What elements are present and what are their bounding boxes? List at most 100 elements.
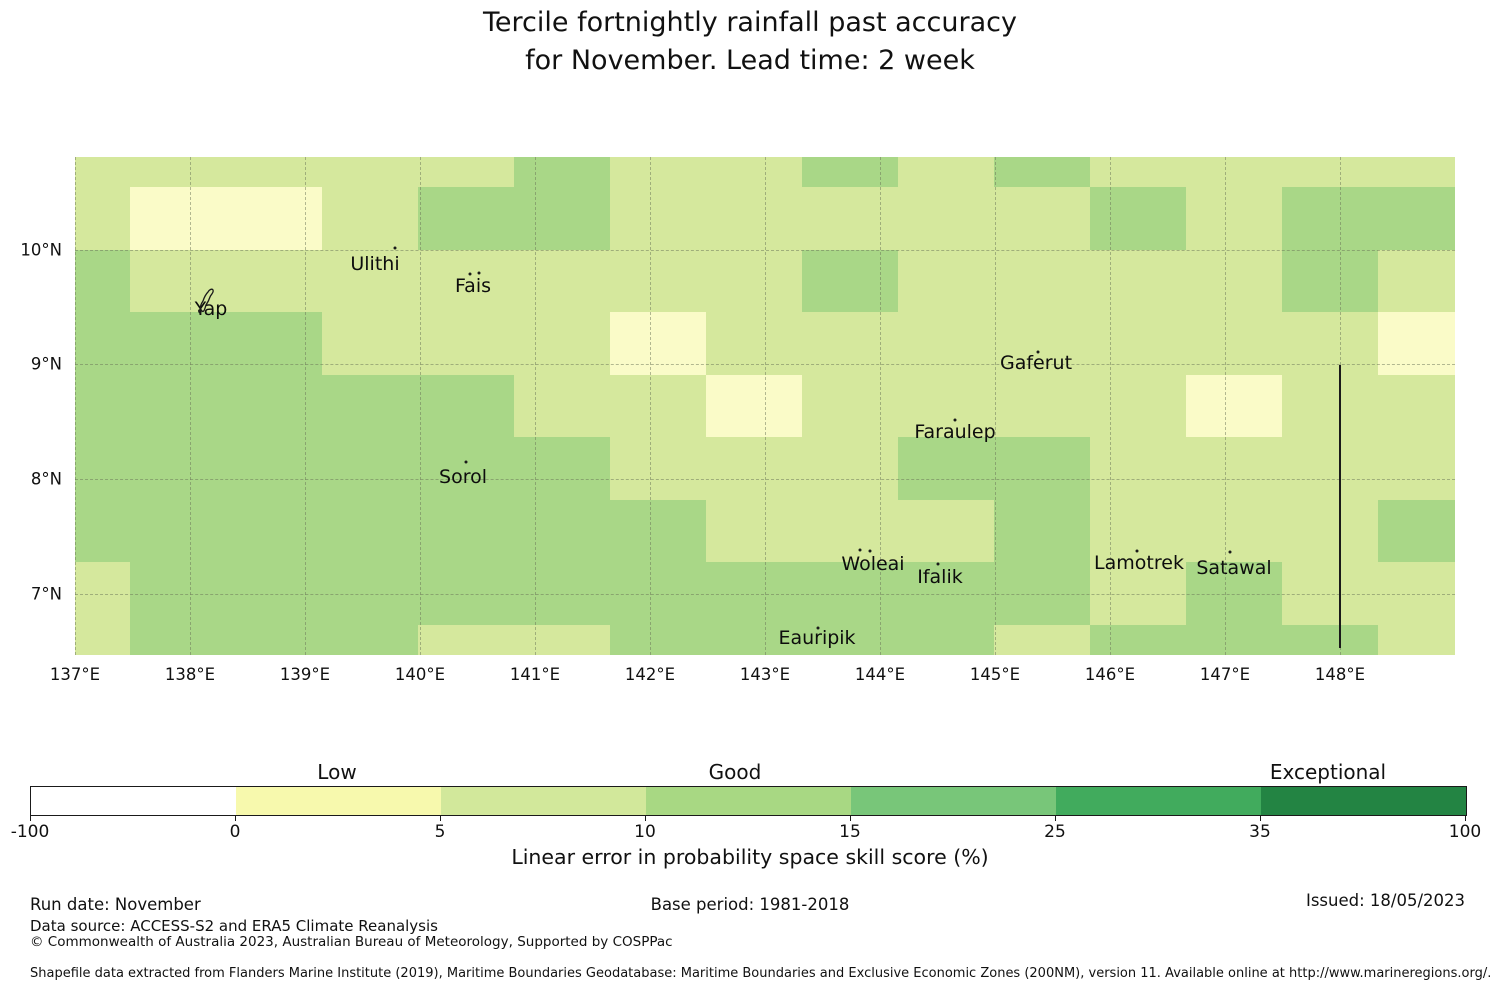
colorbar-tick-mark [1260, 815, 1261, 821]
map-cell [1377, 436, 1455, 500]
gridline-meridian [1110, 157, 1111, 655]
map-cell [75, 436, 130, 500]
gridline-meridian [190, 157, 191, 655]
map-cell [75, 624, 130, 655]
colorbar-tick-mark [645, 815, 646, 821]
map-cell [706, 249, 803, 313]
map-cell [802, 157, 899, 187]
map-cell [513, 624, 610, 655]
y-tick-label: 7°N [30, 584, 62, 603]
map-cell [513, 187, 610, 250]
map-cell [802, 624, 899, 655]
map-cell [609, 436, 706, 500]
island-label-ifalik: Ifalik [917, 566, 963, 588]
eez-boundary-line-segment [1339, 364, 1341, 648]
map-cell [609, 249, 706, 313]
island-marker-dot [936, 562, 940, 566]
map-cell [993, 157, 1090, 187]
map-cell [75, 375, 130, 437]
map-cell [1377, 249, 1455, 313]
map-cell [1186, 312, 1283, 375]
x-tick-label: 144°E [854, 665, 906, 684]
colorbar-tick-label: 35 [1249, 822, 1271, 842]
map-cell [129, 375, 226, 437]
colorbar-segment [1056, 787, 1261, 815]
map-cell [898, 249, 994, 313]
map-cell [322, 624, 419, 655]
map-plot-area: Yap Ulithi Fais Sorol Gaferut Faraulep Woleai I… [75, 157, 1455, 655]
map-cell [993, 249, 1090, 313]
map-cell [993, 436, 1090, 500]
map-cell [1282, 436, 1378, 500]
map-cell [609, 499, 706, 563]
x-tick-label: 140°E [394, 665, 446, 684]
colorbar-tick-mark [235, 815, 236, 821]
map-cell [1186, 157, 1283, 187]
y-tick-label: 9°N [30, 354, 62, 374]
x-tick-label: 145°E [969, 665, 1021, 684]
map-cell [225, 436, 322, 500]
map-cell [75, 499, 130, 563]
map-cell [322, 499, 419, 563]
map-cell [75, 249, 130, 313]
map-cell [1186, 375, 1283, 437]
map-cell [609, 187, 706, 250]
map-cell [706, 624, 803, 655]
map-cell [1377, 157, 1455, 187]
colorbar-tick-mark [1055, 815, 1056, 821]
chart-title: Tercile fortnightly rainfall past accura… [0, 4, 1500, 80]
map-cell [706, 312, 803, 375]
issued-date-text: Issued: 18/05/2023 [1305, 891, 1465, 910]
gridline-parallel [75, 249, 1455, 251]
colorbar-tick-label: 100 [1448, 822, 1482, 842]
map-cell [513, 375, 610, 437]
island-label-gaferut: Gaferut [999, 352, 1073, 374]
map-cell [513, 436, 610, 500]
gridline-meridian [995, 157, 996, 655]
x-tick-label: 147°E [1199, 665, 1251, 684]
colorbar-tick-mark [440, 815, 441, 821]
map-cell [706, 375, 803, 437]
x-tick-label: 148°E [1314, 665, 1366, 684]
x-tick-label: 138°E [164, 665, 216, 684]
island-marker-dot [816, 626, 820, 630]
colorbar-segment [851, 787, 1056, 815]
gridline-meridian [75, 157, 76, 655]
gridline-parallel [75, 364, 1455, 366]
colorbar-tick-mark [850, 815, 851, 821]
gridline-parallel [75, 478, 1455, 480]
map-cell [129, 624, 226, 655]
map-cell [1377, 499, 1455, 563]
map-cell [1282, 157, 1378, 187]
map-cell [993, 187, 1090, 250]
colorbar-tick-label: 10 [634, 822, 656, 842]
map-cell [418, 312, 514, 375]
map-cell [802, 499, 899, 563]
map-cell [898, 499, 994, 563]
map-cell [322, 187, 419, 250]
map-cell [1282, 375, 1378, 437]
colorbar [30, 786, 1467, 816]
colorbar-tick-label: -100 [10, 822, 50, 842]
map-cell [129, 499, 226, 563]
map-cell [898, 157, 994, 187]
map-cell [898, 375, 994, 437]
island-label-woleai: Woleai [841, 553, 905, 575]
map-cell [706, 499, 803, 563]
map-cell [225, 312, 322, 375]
colorbar-segment [1261, 787, 1466, 815]
map-cell [418, 375, 514, 437]
map-cell [129, 249, 226, 313]
map-cell [1282, 499, 1378, 563]
island-marker-dot [868, 549, 872, 553]
colorbar-tick-label: 15 [839, 822, 861, 842]
island-label-satawal: Satawal [1196, 557, 1272, 579]
island-label-fais: Fais [454, 275, 492, 297]
x-tick-label: 143°E [739, 665, 791, 684]
map-cell [129, 157, 226, 187]
gridline-meridian [880, 157, 881, 655]
island-marker-dot [858, 548, 862, 552]
gridline-meridian [420, 157, 421, 655]
chart-title-line2: for November. Lead time: 2 week [525, 45, 975, 76]
